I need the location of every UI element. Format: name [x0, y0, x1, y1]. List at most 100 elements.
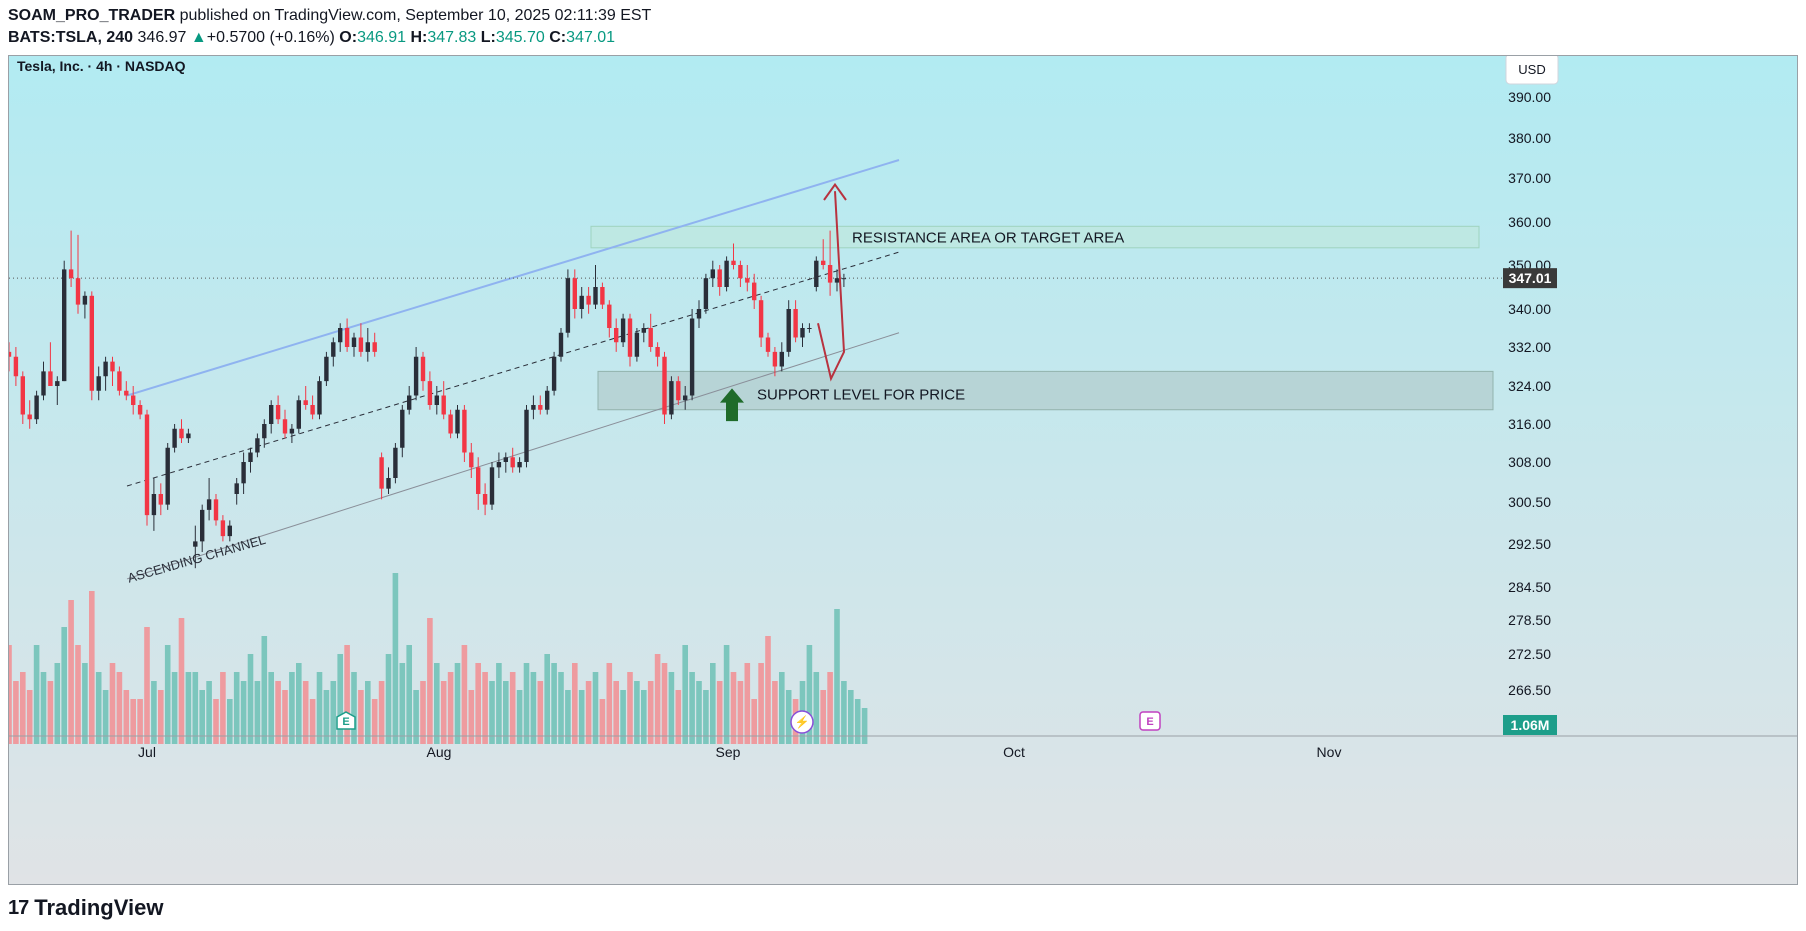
candle-body[interactable]: [68, 269, 74, 279]
candle-body[interactable]: [282, 419, 288, 434]
candle-body[interactable]: [41, 371, 46, 396]
candle-body[interactable]: [379, 457, 384, 489]
candle-body[interactable]: [738, 265, 743, 279]
candle-body[interactable]: [400, 409, 405, 448]
candle-body[interactable]: [55, 381, 60, 386]
candle-body[interactable]: [317, 381, 322, 415]
candle-body[interactable]: [689, 318, 695, 396]
candle-body[interactable]: [662, 356, 667, 415]
candle-body[interactable]: [213, 499, 219, 521]
candle-body[interactable]: [779, 351, 784, 367]
candle-body[interactable]: [386, 478, 391, 489]
candle-body[interactable]: [206, 499, 212, 510]
candle-body[interactable]: [179, 428, 184, 439]
candle-body[interactable]: [462, 409, 467, 453]
candle-body[interactable]: [834, 278, 840, 283]
candle-body[interactable]: [524, 409, 529, 462]
dividend-event-icon[interactable]: ⚡: [790, 710, 814, 734]
candle-body[interactable]: [248, 452, 253, 463]
candle-body[interactable]: [745, 278, 750, 283]
candle-body[interactable]: [124, 390, 129, 396]
candle-body[interactable]: [27, 414, 32, 420]
candle-body[interactable]: [344, 328, 350, 347]
candle-body[interactable]: [558, 332, 564, 357]
candle-body[interactable]: [193, 541, 198, 547]
candle-body[interactable]: [62, 269, 67, 382]
price-chart[interactable]: RESISTANCE AREA OR TARGET AREA SUPPORT LE…: [9, 56, 1798, 885]
candle-body[interactable]: [20, 376, 25, 415]
candle-body[interactable]: [358, 337, 364, 352]
candle-body[interactable]: [269, 405, 274, 424]
candle-body[interactable]: [565, 278, 571, 333]
candle-body[interactable]: [841, 278, 847, 280]
candle-body[interactable]: [34, 395, 39, 420]
candle-body[interactable]: [324, 356, 329, 382]
candle-body[interactable]: [234, 483, 239, 494]
candle-body[interactable]: [551, 356, 557, 391]
candle-body[interactable]: [434, 395, 439, 406]
candle-body[interactable]: [731, 260, 736, 265]
candle-body[interactable]: [517, 462, 522, 468]
candle-body[interactable]: [296, 400, 301, 429]
candle-body[interactable]: [683, 395, 688, 401]
candle-body[interactable]: [765, 337, 771, 352]
candle-body[interactable]: [586, 295, 591, 305]
candle-body[interactable]: [448, 414, 453, 434]
candle-body[interactable]: [696, 309, 702, 319]
author-name[interactable]: SOAM_PRO_TRADER: [8, 7, 176, 24]
candle-body[interactable]: [172, 428, 177, 448]
candle-body[interactable]: [275, 405, 281, 420]
candle-body[interactable]: [9, 351, 12, 357]
candle-body[interactable]: [103, 361, 108, 377]
candle-body[interactable]: [455, 409, 460, 434]
candle-body[interactable]: [772, 351, 778, 367]
candle-body[interactable]: [351, 337, 357, 348]
candle-body[interactable]: [476, 467, 481, 494]
candle-body[interactable]: [648, 328, 653, 347]
candle-body[interactable]: [545, 390, 550, 410]
candle-body[interactable]: [117, 371, 122, 391]
candle-body[interactable]: [241, 462, 246, 484]
candle-body[interactable]: [752, 282, 757, 301]
candle-body[interactable]: [158, 494, 163, 505]
candle-body[interactable]: [200, 509, 205, 542]
candle-body[interactable]: [489, 467, 495, 505]
candle-body[interactable]: [703, 278, 709, 309]
candle-body[interactable]: [144, 414, 150, 516]
candle-body[interactable]: [614, 328, 619, 343]
candle-body[interactable]: [110, 361, 115, 372]
candle-body[interactable]: [137, 405, 143, 415]
candle-body[interactable]: [331, 342, 336, 357]
candle-body[interactable]: [82, 295, 88, 305]
candle-body[interactable]: [538, 405, 543, 410]
candle-body[interactable]: [724, 260, 729, 287]
candle-body[interactable]: [710, 269, 715, 279]
candle-body[interactable]: [151, 494, 157, 516]
candle-body[interactable]: [407, 395, 412, 410]
candle-body[interactable]: [303, 400, 308, 405]
candle-body[interactable]: [372, 342, 377, 352]
candle-body[interactable]: [786, 309, 791, 352]
candle-body[interactable]: [131, 395, 136, 406]
candle-body[interactable]: [89, 295, 94, 391]
candle-body[interactable]: [503, 457, 508, 462]
candle-body[interactable]: [620, 318, 626, 343]
candle-body[interactable]: [338, 328, 343, 343]
candle-body[interactable]: [220, 520, 226, 537]
candle-body[interactable]: [669, 381, 674, 415]
candle-body[interactable]: [821, 260, 826, 265]
resistance-zone[interactable]: [590, 225, 1480, 249]
candle-body[interactable]: [593, 287, 598, 305]
candle-body[interactable]: [310, 405, 315, 415]
currency-button[interactable]: USD: [1505, 56, 1559, 85]
candle-body[interactable]: [48, 371, 53, 386]
candle-body[interactable]: [441, 395, 446, 415]
candle-body[interactable]: [531, 405, 536, 410]
candle-body[interactable]: [469, 452, 474, 468]
candle-body[interactable]: [579, 295, 584, 309]
candle-body[interactable]: [793, 309, 798, 338]
candle-body[interactable]: [420, 356, 426, 382]
candle-body[interactable]: [758, 300, 764, 338]
candle-body[interactable]: [289, 428, 295, 434]
candle-body[interactable]: [627, 318, 633, 357]
